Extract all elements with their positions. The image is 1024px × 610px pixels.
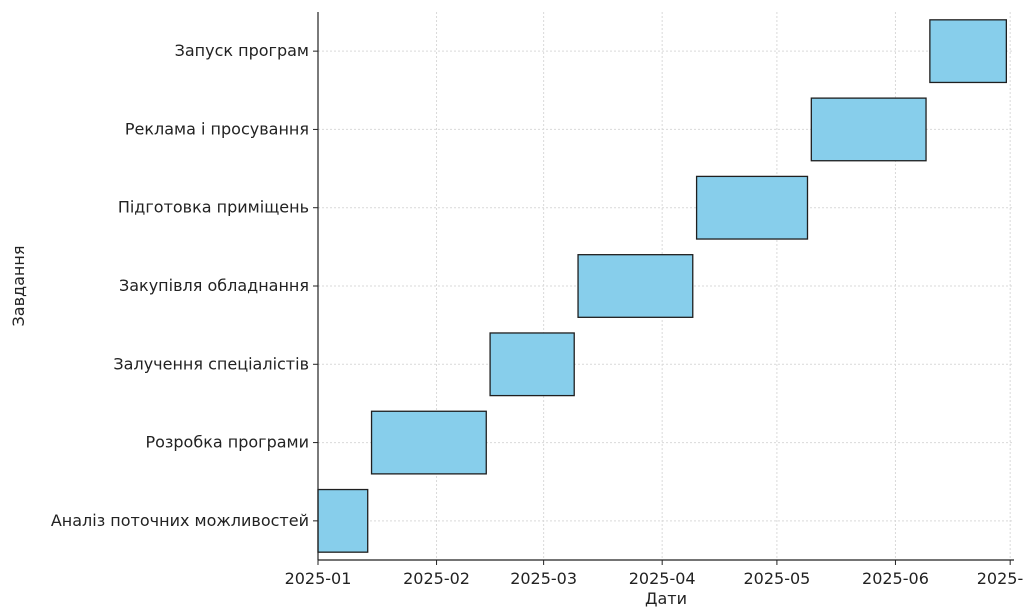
axes-layer: [313, 12, 1014, 565]
labels-layer: 2025-01 2025-02 2025-03 2025-04 2025-05 2025-…: [51, 41, 1024, 588]
task-bar: [370, 410, 487, 475]
task-bar: [317, 488, 369, 553]
x-tick-label: 2025-06: [862, 569, 929, 588]
x-tick-label: 2025-07: [977, 569, 1024, 588]
x-tick-label: 2025-01: [285, 569, 352, 588]
y-axis-title: Завдання: [9, 246, 28, 327]
task-label: Закупівля обладнання: [119, 276, 309, 295]
x-tick-label: 2025-04: [629, 569, 696, 588]
bars-layer: [317, 19, 1008, 553]
task-label: Підготовка приміщень: [118, 198, 309, 217]
x-axis-title: Дати: [645, 589, 687, 608]
x-tick-label: 2025-02: [403, 569, 470, 588]
task-label: Залучення спеціалістів: [113, 354, 309, 373]
task-label: Розробка програми: [145, 433, 309, 452]
task-label: Реклама і просування: [125, 119, 309, 138]
task-label: Запуск програм: [175, 41, 309, 60]
task-bar: [577, 254, 694, 318]
x-tick-label: 2025-03: [510, 569, 577, 588]
task-label: Аналіз поточних можливостей: [51, 511, 309, 530]
task-bar: [929, 19, 1008, 84]
task-bar: [489, 332, 575, 397]
task-bar: [810, 97, 927, 162]
x-tick-label: 2025-05: [743, 569, 810, 588]
task-bar: [695, 175, 809, 240]
